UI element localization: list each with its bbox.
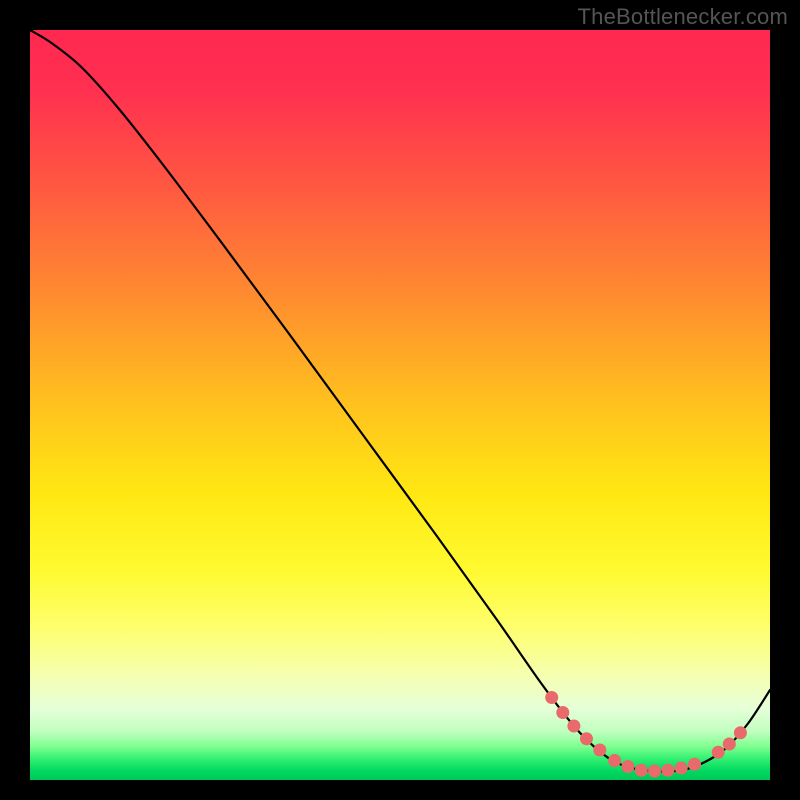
- marker-point: [567, 720, 580, 733]
- marker-point: [648, 765, 661, 778]
- chart-svg: [0, 0, 800, 800]
- watermark-label: TheBottlenecker.com: [578, 4, 788, 30]
- marker-point: [608, 754, 621, 767]
- marker-point: [734, 726, 747, 739]
- marker-point: [621, 760, 634, 773]
- marker-point: [675, 762, 688, 775]
- marker-point: [580, 732, 593, 745]
- marker-point: [556, 706, 569, 719]
- chart-stage: TheBottlenecker.com: [0, 0, 800, 800]
- marker-point: [661, 764, 674, 777]
- marker-point: [723, 738, 736, 751]
- marker-point: [712, 746, 725, 759]
- marker-point: [593, 744, 606, 757]
- marker-point: [635, 764, 648, 777]
- marker-point: [688, 758, 701, 771]
- plot-background: [30, 30, 770, 780]
- marker-point: [545, 691, 558, 704]
